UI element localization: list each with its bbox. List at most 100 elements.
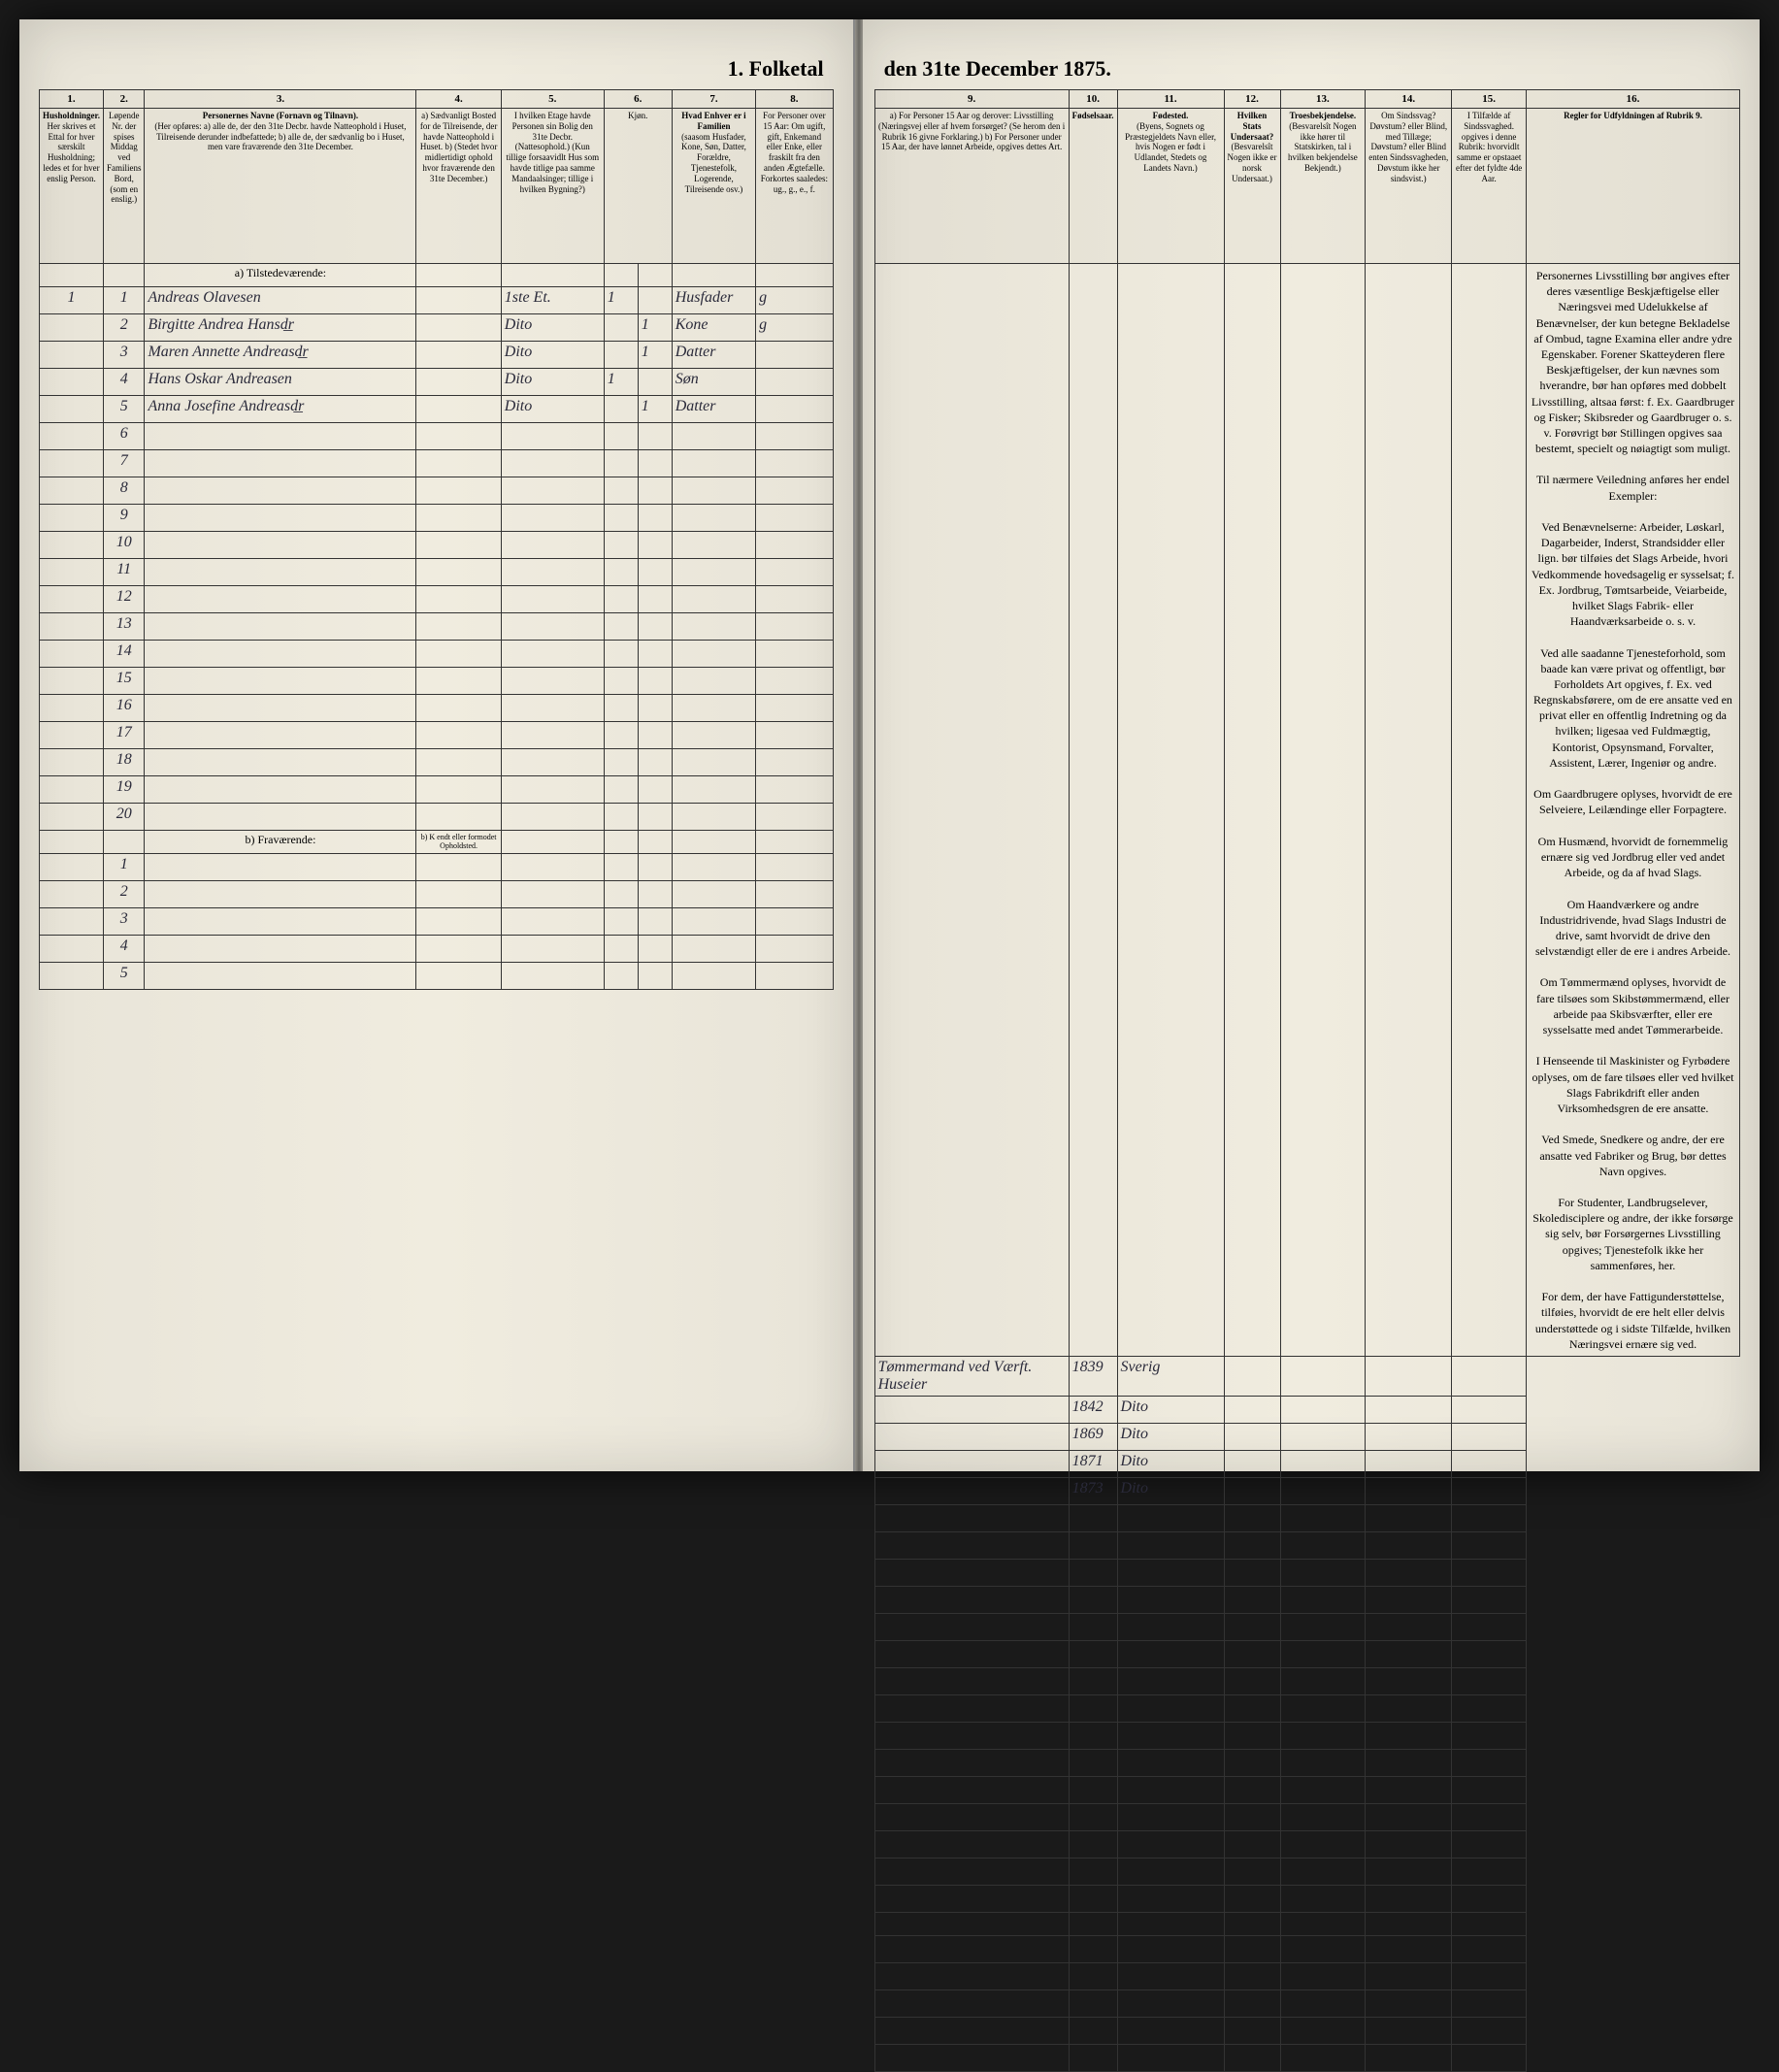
census-table-left: 1. 2. 3. 4. 5. 6. 7. 8. Husholdninger.He… [39,89,834,990]
h9: a) For Personer 15 Aar og derover: Livss… [874,109,1069,264]
table-row: 1871Dito [874,1450,1739,1477]
instructions-cell: Personernes Livsstilling bør angives eft… [1526,264,1739,1357]
instr-p10: Ved Smede, Snedkere og andre, der ere an… [1531,1132,1735,1179]
col-6: 6. [604,90,672,109]
table-row [874,2044,1739,2071]
col-12: 12. [1224,90,1280,109]
table-row [874,1858,1739,1885]
table-row: 16 [40,695,834,722]
instr-p8: Om Tømmermænd oplyses, hvorvidt de fare … [1531,974,1735,1037]
table-row: 1873Dito [874,1477,1739,1504]
table-row [874,2017,1739,2044]
header-row: Husholdninger.Her skrives et Ettal for h… [40,109,834,264]
table-row [874,1749,1739,1776]
table-row: 17 [40,722,834,749]
h12: Hvilken Stats Undersaat?(Besvarelsît Nog… [1224,109,1280,264]
table-row [874,1962,1739,1990]
table-row [874,1504,1739,1531]
h10: Fødselsaar. [1069,109,1117,264]
table-row: 14 [40,641,834,668]
table-row: 4Hans Oskar AndreasenDito1Søn [40,369,834,396]
left-page: 1. Folketal 1. 2. 3. 4. 5. 6. 7. 8. Hush… [19,19,855,1471]
table-row [874,1531,1739,1559]
table-row: Tømmermand ved Værft. Huseier1839Sverig [874,1356,1739,1396]
section-absent-r [874,1912,1739,1935]
spacer-r: Personernes Livsstilling bør angives eft… [874,264,1739,1357]
header-row-r: a) For Personer 15 Aar og derover: Livss… [874,109,1739,264]
col-14: 14. [1366,90,1452,109]
table-row: 12 [40,586,834,613]
table-row: 2Birgitte Andrea Hansd͟rDito1Koneg [40,314,834,342]
col-number-row-r: 9. 10. 11. 12. 13. 14. 15. 16. [874,90,1739,109]
table-row: 15 [40,668,834,695]
h6: Kjøn. [604,109,672,264]
table-row: 3Maren Annette Andreasd͟rDito1Datter [40,342,834,369]
h13: Troesbekjendelse.(Besvarelsît Nogen ikke… [1280,109,1366,264]
h14: Om Sindssvag? Døvstum? eller Blind, med … [1366,109,1452,264]
instr-p9: I Henseende til Maskinister og Fyrbødere… [1531,1053,1735,1116]
absent-note: b) K endt eller formodet Opholdsted. [416,831,501,854]
instr-p2: Til nærmere Veiledning anføres her endel… [1531,472,1735,503]
h4: a) Sædvanligt Bosted for de Tilreisende,… [416,109,501,264]
col-number-row: 1. 2. 3. 4. 5. 6. 7. 8. [40,90,834,109]
instr-p12: For dem, der have Fattigunderstøttelse, … [1531,1289,1735,1352]
h16: Regler for Udfyldningen af Rubrik 9. [1526,109,1739,264]
col-11: 11. [1117,90,1224,109]
table-row: 11Andreas Olavesen1ste Et.1Husfaderg [40,287,834,314]
section-absent: b) Fraværende: b) K endt eller formodet … [40,831,834,854]
instr-p11: For Studenter, Landbrugselever, Skoledis… [1531,1195,1735,1273]
col-8: 8. [756,90,833,109]
h11: Fødested.(Byens, Sognets og Præstegjelde… [1117,109,1224,264]
table-row: 5Anna Josefine Andreasd͟rDito1Datter [40,396,834,423]
instr-p5: Om Gaardbrugere oplyses, hvorvidt de ere… [1531,786,1735,817]
table-row [874,1613,1739,1640]
h5: I hvilken Etage havde Personen sin Bolig… [501,109,604,264]
col-7: 7. [672,90,755,109]
table-row [874,1935,1739,1962]
table-row [874,1694,1739,1722]
table-row: 11 [40,559,834,586]
instr-p3: Ved Benævnelserne: Arbeider, Løskarl, Da… [1531,519,1735,629]
table-row: 8 [40,477,834,505]
table-row [874,1830,1739,1858]
right-page: den 31te December 1875. 9. 10. 11. 12. 1… [855,19,1760,1471]
h3: Personernes Navne (Fornavn og Tilnavn).(… [145,109,416,264]
col-4: 4. [416,90,501,109]
book-spine [855,19,863,1471]
table-row: 13 [40,613,834,641]
col-15: 15. [1452,90,1527,109]
table-row: 1 [40,854,834,881]
col-2: 2. [103,90,145,109]
col-9: 9. [874,90,1069,109]
table-row: 1842Dito [874,1396,1739,1423]
table-row [874,1559,1739,1586]
instr-p6: Om Husmænd, hvorvidt de fornemmelig ernæ… [1531,834,1735,881]
census-book: 1. Folketal 1. 2. 3. 4. 5. 6. 7. 8. Hush… [19,19,1760,1471]
table-row: 7 [40,450,834,477]
col-16: 16. [1526,90,1739,109]
table-row: 20 [40,804,834,831]
section-present: a) Tilstedeværende: [40,264,834,287]
table-row: 9 [40,505,834,532]
col-1: 1. [40,90,104,109]
table-row [874,1722,1739,1749]
table-row [874,1990,1739,2017]
table-row: 3 [40,908,834,936]
table-row: 5 [40,963,834,990]
table-row: 18 [40,749,834,776]
table-row [874,1885,1739,1912]
h15: I Tilfælde af Sindssvaghed. opgives i de… [1452,109,1527,264]
table-row [874,1776,1739,1803]
present-label: a) Tilstedeværende: [145,264,416,287]
table-row [874,1640,1739,1667]
col-3: 3. [145,90,416,109]
h1: Husholdninger.Her skrives et Ettal for h… [40,109,104,264]
h7: Hvad Enhver er i Familien(saasom Husfade… [672,109,755,264]
absent-label: b) Fraværende: [145,831,416,854]
table-row: 1869Dito [874,1423,1739,1450]
page-title-right: den 31te December 1875. [874,49,1740,89]
col-5: 5. [501,90,604,109]
census-table-right: 9. 10. 11. 12. 13. 14. 15. 16. a) For Pe… [874,89,1740,2072]
instr-p4: Ved alle saadanne Tjenesteforhold, som b… [1531,645,1735,772]
table-row: 2 [40,881,834,908]
